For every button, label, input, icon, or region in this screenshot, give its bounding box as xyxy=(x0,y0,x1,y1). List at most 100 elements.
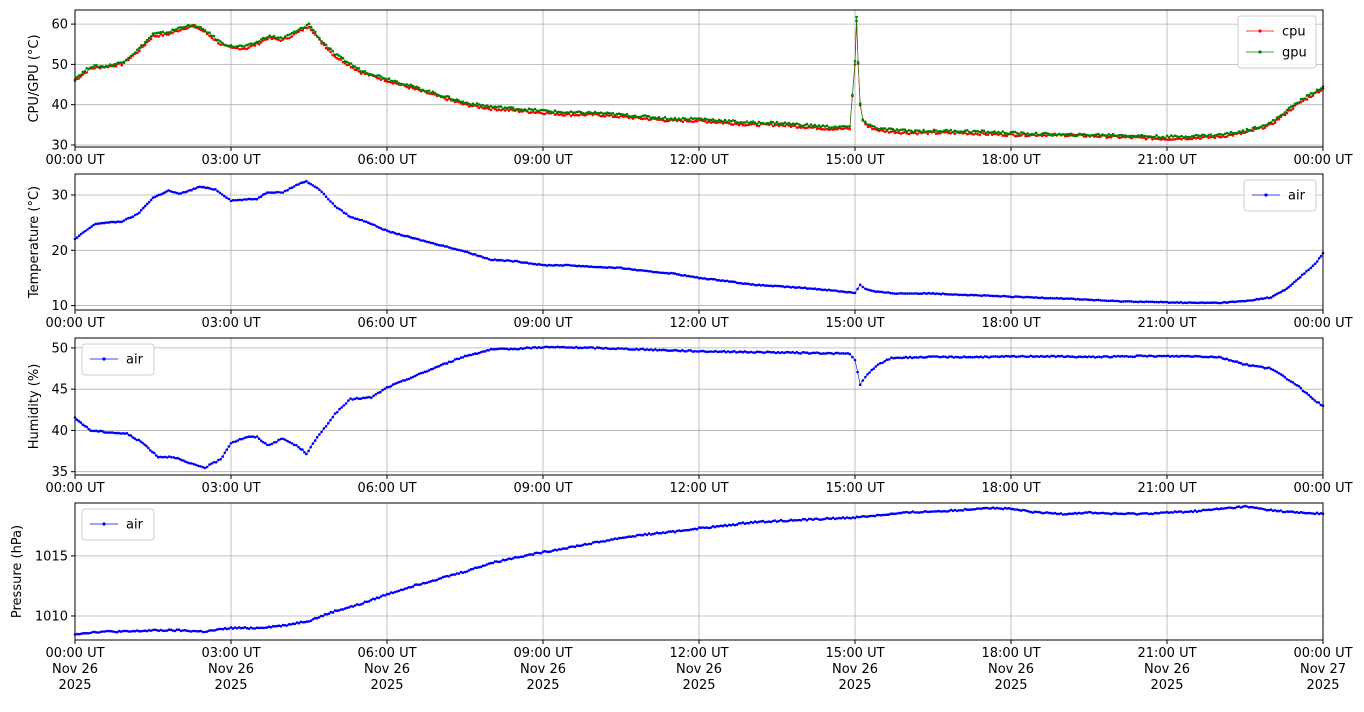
x-tick-label: 00:00 UT xyxy=(1293,153,1352,168)
data-point xyxy=(731,350,734,354)
data-point xyxy=(451,247,455,250)
data-point xyxy=(421,239,425,242)
data-point xyxy=(1267,366,1271,369)
data-point xyxy=(387,592,391,596)
data-point xyxy=(121,432,125,435)
data-point xyxy=(1103,299,1106,302)
data-point xyxy=(559,548,563,551)
data-point xyxy=(342,211,346,214)
data-point xyxy=(1309,95,1313,99)
data-point xyxy=(1301,99,1305,103)
data-point xyxy=(553,548,557,552)
data-point xyxy=(233,626,237,629)
data-point xyxy=(761,283,765,287)
data-point xyxy=(601,114,605,118)
data-point xyxy=(992,355,995,358)
data-point xyxy=(305,452,308,456)
data-point xyxy=(503,109,507,112)
data-point xyxy=(1263,126,1267,129)
data-point xyxy=(853,59,857,63)
data-point xyxy=(255,40,259,44)
data-point xyxy=(927,291,930,295)
data-point xyxy=(720,350,724,353)
data-point xyxy=(377,77,381,80)
data-point xyxy=(471,353,475,356)
data-point xyxy=(385,592,389,596)
data-point xyxy=(797,351,801,355)
data-point xyxy=(967,355,970,359)
data-point xyxy=(401,83,405,86)
data-point xyxy=(1101,133,1104,136)
data-point xyxy=(431,579,435,582)
data-point xyxy=(157,35,161,38)
data-point xyxy=(897,292,900,295)
data-point xyxy=(908,355,912,359)
data-point xyxy=(881,513,885,517)
data-point xyxy=(649,348,653,351)
data-point xyxy=(723,279,727,283)
data-point xyxy=(1249,128,1253,132)
data-point xyxy=(288,187,292,190)
data-point xyxy=(887,131,891,134)
data-point xyxy=(753,283,757,287)
data-point xyxy=(371,223,374,226)
data-point xyxy=(949,131,952,135)
data-point xyxy=(1053,133,1056,136)
data-point xyxy=(1297,277,1300,281)
data-point xyxy=(91,429,94,433)
data-point xyxy=(281,37,285,40)
data-point xyxy=(79,632,83,636)
data-point xyxy=(241,626,245,630)
data-point xyxy=(301,448,304,452)
data-point xyxy=(1261,297,1265,301)
data-point xyxy=(149,37,153,41)
data-point xyxy=(268,443,271,447)
data-point xyxy=(505,558,509,561)
data-point xyxy=(695,350,699,353)
data-point xyxy=(240,47,244,50)
data-point xyxy=(1036,296,1040,300)
data-point xyxy=(377,226,381,229)
data-point xyxy=(1209,301,1213,305)
data-point xyxy=(1028,133,1031,136)
data-point xyxy=(953,132,957,135)
data-point xyxy=(501,107,505,111)
data-point xyxy=(1020,295,1023,299)
data-point xyxy=(727,121,731,125)
data-point xyxy=(958,356,962,359)
data-point xyxy=(555,549,559,552)
data-point xyxy=(1003,134,1007,137)
data-point xyxy=(163,455,167,459)
data-point xyxy=(1034,131,1038,135)
data-point xyxy=(785,122,789,126)
data-point xyxy=(127,216,130,220)
data-point xyxy=(965,356,968,359)
data-point xyxy=(830,352,833,355)
data-point xyxy=(591,112,595,115)
data-point xyxy=(519,108,523,111)
data-point xyxy=(91,65,94,69)
data-point xyxy=(929,292,933,295)
data-point xyxy=(479,350,483,354)
data-point xyxy=(1013,134,1017,138)
data-point xyxy=(1233,360,1237,363)
data-point xyxy=(1191,301,1195,305)
data-point xyxy=(123,629,127,633)
data-point xyxy=(145,444,148,448)
data-point xyxy=(561,111,565,115)
data-point xyxy=(575,264,579,268)
data-point xyxy=(571,545,575,548)
data-point xyxy=(823,128,827,131)
data-point xyxy=(615,112,619,116)
data-point xyxy=(1095,298,1098,302)
chart-panel-1: 00:00 UT 03:00 UT 06:00 UT 09:00 UT 12:00 UT… xyxy=(27,9,1353,168)
data-point xyxy=(769,122,773,126)
data-point xyxy=(661,117,665,120)
data-point xyxy=(1164,354,1168,358)
data-point xyxy=(335,56,339,60)
data-point xyxy=(954,355,958,359)
data-point xyxy=(344,212,348,215)
data-point xyxy=(357,397,361,401)
data-point xyxy=(911,510,915,513)
